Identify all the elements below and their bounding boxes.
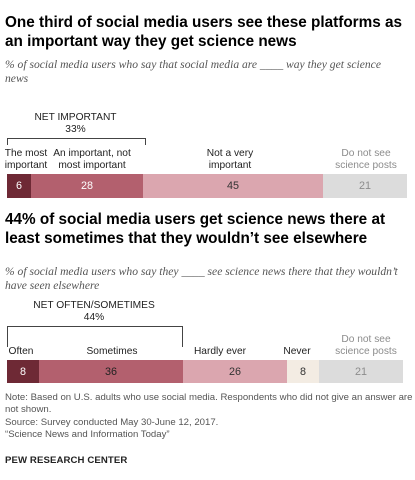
bar-segment-do-not-see-science-posts: 21 [319,360,403,383]
pew-brand-logo: PEW RESEARCH CENTER [5,455,128,466]
bar-segment-sometimes: 36 [39,360,183,383]
category-label: Never [237,346,357,358]
chart1-title: One third of social media users see thes… [5,14,403,50]
bar-segment-an-important-not-most-important: 28 [31,174,143,198]
category-label-line: important [4,160,48,171]
category-label: The most important [0,148,86,172]
category-label: An important, not most important [32,148,152,172]
bar-segment-the-most-important: 6 [7,174,31,198]
bar-segment-do-not-see-science-posts: 21 [323,174,407,198]
bar-segment-not-a-very-important: 45 [143,174,323,198]
bar-value-label: 21 [358,180,371,192]
net-group-name: NET OFTEN/SOMETIMES [33,300,155,311]
category-label: Sometimes [52,346,172,358]
bar-value-label: 8 [19,365,26,378]
category-label-line: Sometimes [86,346,138,357]
bar-segment-often: 8 [7,360,39,383]
net-bracket [7,326,183,347]
category-label-line: science posts [335,346,397,357]
net-group-label: NET OFTEN/SOMETIMES 44% [14,300,174,324]
category-label: Often [0,346,81,358]
category-label-line: An important, not [53,148,131,159]
chart1-subtitle: % of social media users who say that soc… [5,58,381,85]
bar-value-label: 28 [80,180,93,192]
category-label-line: Hardly ever [193,346,247,357]
chart2-title: 44% of social media users get science ne… [5,211,386,247]
bar-value-label: 6 [15,180,22,192]
category-label-line: science posts [335,160,397,171]
report-title-text: “Science News and Information Today” [5,428,170,440]
category-label: Not a very important [170,148,290,172]
category-label: Do not see science posts [306,148,415,172]
category-label-line: most important [58,160,126,171]
net-group-label: NET IMPORTANT 33% [0,112,156,136]
category-label-line: Do not see [341,334,391,345]
bar-value-label: 21 [354,365,367,378]
net-bracket [7,138,146,145]
bar-value-label: 45 [226,180,239,192]
bar-value-label: 8 [299,365,306,378]
bar-segment-hardly-ever: 26 [183,360,287,383]
bar-value-label: 26 [228,365,241,378]
category-label-line: Not a very [206,148,254,159]
net-group-value: 33% [65,124,86,135]
category-label: Do not see science posts [306,334,415,358]
footnotes: Note: Based on U.S. adults who use socia… [5,392,413,441]
category-label: Hardly ever [160,346,280,358]
category-label-line: The most [4,148,48,159]
note-text: Note: Based on U.S. adults who use socia… [5,392,413,416]
category-label-line: Never [283,346,311,357]
chart2: 8 36 26 8 21 Often Sometimes Hardly ever Never Do… [0,300,415,387]
bar-value-label: 36 [104,365,117,378]
bar-segment-never: 8 [287,360,319,383]
net-group-name: NET IMPORTANT [34,112,117,123]
source-text: Source: Survey conducted May 30-June 12,… [5,416,219,428]
net-group-value: 44% [83,312,105,323]
category-label-line: Do not see [341,148,391,159]
chart2-subtitle: % of social media users who say they ___… [5,265,398,292]
category-label-line: important [208,160,252,171]
chart1: 6 28 45 21 The most important An important, no… [0,100,415,200]
category-label-line: Often [8,346,34,357]
